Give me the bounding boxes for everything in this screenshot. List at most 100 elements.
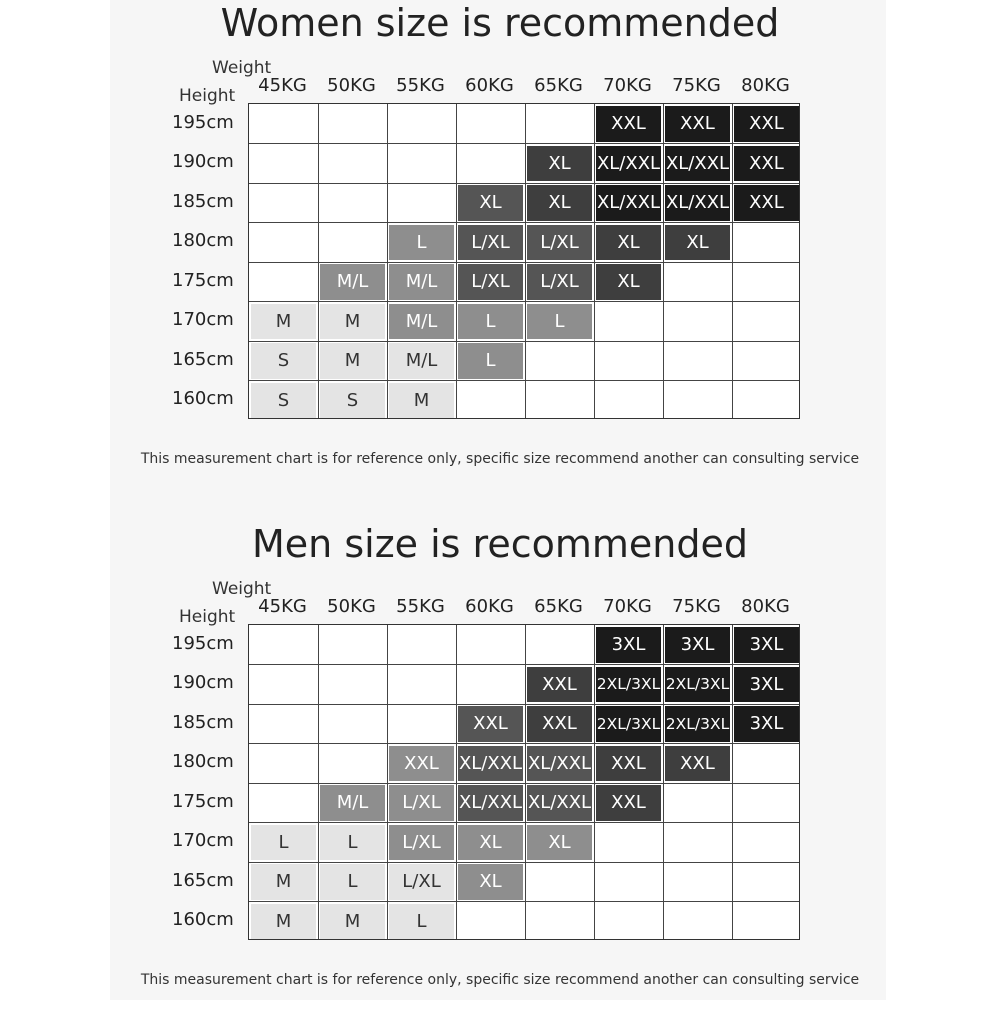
- weight-column-header: 80KG: [741, 75, 790, 96]
- size-cell-label: XL/XXL: [596, 152, 661, 174]
- grid-line-vertical: [593, 625, 595, 939]
- size-cell: M: [387, 381, 456, 421]
- weight-column-header: 45KG: [258, 596, 307, 617]
- size-cell-fill: [389, 785, 454, 821]
- women-chart-title: Women size is recommended: [220, 1, 780, 45]
- size-cell: [318, 744, 387, 784]
- size-cell-label: XL/XXL: [458, 792, 523, 814]
- size-cell-fill: [458, 745, 523, 781]
- size-cell: XXL: [663, 104, 732, 144]
- size-cell-label: XL: [617, 271, 640, 293]
- size-cell: [318, 665, 387, 705]
- size-cell: [387, 183, 456, 223]
- size-cell: [525, 902, 594, 942]
- size-cell: [249, 665, 318, 705]
- grid-line-vertical: [386, 104, 388, 418]
- size-cell: [525, 104, 594, 144]
- size-cell-fill: [665, 745, 730, 781]
- size-cell: L/XL: [456, 223, 525, 263]
- size-cell: [732, 223, 801, 263]
- size-cell-fill: [596, 106, 661, 142]
- size-cell-fill: [320, 303, 385, 339]
- size-cell: [318, 223, 387, 263]
- size-cell-fill: [458, 185, 523, 221]
- size-cell: L: [249, 823, 318, 863]
- size-cell-fill: [665, 145, 730, 181]
- weight-column-header: 70KG: [603, 596, 652, 617]
- size-cell: L/XL: [387, 823, 456, 863]
- size-cell: XL/XXL: [456, 783, 525, 823]
- size-cell-label: M: [344, 910, 361, 932]
- size-cell: XL/XXL: [594, 144, 663, 184]
- size-cell: XXL: [594, 783, 663, 823]
- size-cell: [387, 144, 456, 184]
- size-cell: L/XL: [387, 783, 456, 823]
- size-cell: XL: [456, 862, 525, 902]
- size-cell: M/L: [387, 341, 456, 381]
- size-cell-fill: [458, 343, 523, 379]
- weight-column-header: 50KG: [327, 596, 376, 617]
- size-cell-fill: [665, 666, 730, 702]
- grid-line-horizontal: [249, 743, 799, 744]
- size-cell-label: 3XL: [749, 673, 784, 695]
- size-cell-label: XL/XXL: [596, 192, 661, 214]
- height-row-header: 165cm: [172, 348, 234, 370]
- size-cell-fill: [734, 106, 799, 142]
- size-cell-fill: [251, 864, 316, 900]
- size-cell: [318, 183, 387, 223]
- size-cell-label: XL: [548, 192, 571, 214]
- size-cell: [732, 862, 801, 902]
- size-cell-label: L: [278, 831, 289, 853]
- size-cell: M: [249, 902, 318, 942]
- women-height-label: Height: [179, 86, 236, 106]
- height-row-header: 180cm: [172, 230, 234, 252]
- size-cell-fill: [527, 785, 592, 821]
- size-cell-label: XL: [479, 192, 502, 214]
- size-cell-label: 3XL: [749, 713, 784, 735]
- size-cell: [456, 381, 525, 421]
- size-cell: XXL: [663, 744, 732, 784]
- weight-column-header: 60KG: [465, 75, 514, 96]
- size-cell-fill: [389, 303, 454, 339]
- grid-line-vertical: [524, 625, 526, 939]
- grid-line-vertical: [386, 625, 388, 939]
- grid-line-vertical: [455, 625, 457, 939]
- size-cell-label: M: [275, 310, 292, 332]
- size-cell-label: M/L: [405, 271, 438, 293]
- grid-line-vertical: [731, 104, 733, 418]
- size-cell: [318, 144, 387, 184]
- size-cell: [249, 183, 318, 223]
- size-cell-fill: [527, 145, 592, 181]
- size-cell: XXL: [732, 183, 801, 223]
- height-row-header: 165cm: [172, 869, 234, 891]
- grid-line-horizontal: [249, 861, 799, 863]
- grid-line-horizontal: [249, 901, 799, 902]
- height-row-header: 185cm: [172, 711, 234, 733]
- men-reference-note: This measurement chart is for reference …: [140, 972, 860, 988]
- size-cell: L/XL: [456, 262, 525, 302]
- size-cell-fill: [527, 303, 592, 339]
- size-cell-label: XL/XXL: [665, 152, 730, 174]
- size-cell-label: L/XL: [402, 871, 441, 893]
- size-cell-fill: [389, 343, 454, 379]
- size-cell-fill: [389, 264, 454, 300]
- size-cell-label: L: [416, 910, 427, 932]
- size-cell: XL: [525, 823, 594, 863]
- size-cell-fill: [665, 224, 730, 260]
- size-cell: XXL: [387, 744, 456, 784]
- size-cell-fill: [734, 185, 799, 221]
- size-cell: M: [318, 302, 387, 342]
- height-row-header: 160cm: [172, 909, 234, 931]
- men-size-section: Men size is recommended Weight Height 45…: [0, 521, 1000, 1021]
- size-cell-fill: [596, 785, 661, 821]
- size-cell-fill: [527, 264, 592, 300]
- size-cell-label: M: [344, 310, 361, 332]
- size-cell: XXL: [594, 104, 663, 144]
- size-cell: [318, 104, 387, 144]
- size-cell: L: [456, 341, 525, 381]
- weight-column-header: 75KG: [672, 596, 721, 617]
- size-cell: XL/XXL: [456, 744, 525, 784]
- height-row-header: 180cm: [172, 751, 234, 773]
- women-size-grid: XXL XXL XXL XL XL/XXL XL/XXL XXL XL XL XL/XXL XL/X…: [248, 103, 800, 419]
- size-cell: [594, 302, 663, 342]
